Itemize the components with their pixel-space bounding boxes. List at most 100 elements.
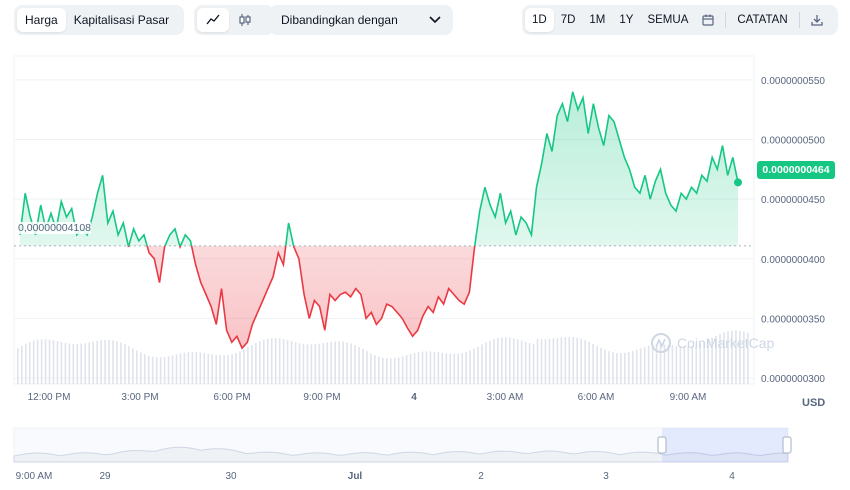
compare-dropdown[interactable]: Dibandingkan dengan — [269, 5, 453, 35]
volume-bar — [195, 351, 198, 384]
price-lines — [19, 91, 739, 350]
volume-bar — [231, 354, 233, 384]
volume-bar — [397, 357, 400, 384]
volume-bar — [199, 352, 202, 384]
navigator-handle-left[interactable] — [657, 436, 667, 454]
navigator-selection[interactable] — [662, 428, 788, 462]
volume-bar — [620, 353, 622, 384]
volume-bar — [433, 351, 436, 384]
volume-bar — [251, 345, 253, 384]
navigator-labels: 9:00 AM 29 30 Jul 2 3 4 — [16, 471, 736, 482]
volume-bar — [695, 344, 698, 384]
volume-bar — [358, 347, 360, 384]
volume-bar — [326, 342, 329, 384]
volume-bar — [227, 355, 229, 384]
time-navigator[interactable]: 9:00 AM 29 30 Jul 2 3 4 — [13, 427, 792, 482]
volume-bar — [453, 353, 456, 384]
range-1y[interactable]: 1Y — [619, 14, 634, 26]
volume-bar — [370, 353, 372, 384]
y-tick-label: 0.0000000550 — [761, 76, 825, 87]
volume-bar — [334, 341, 337, 384]
range-1d[interactable]: 1D — [525, 8, 554, 32]
volume-bar — [528, 342, 531, 384]
tab-harga[interactable]: Harga — [17, 8, 66, 32]
open-price-label: 0,00000004108 — [18, 222, 91, 234]
navigator-handle-right[interactable] — [782, 436, 792, 454]
volume-bar — [215, 354, 217, 384]
volume-bars — [17, 330, 749, 384]
volume-bar — [628, 352, 630, 384]
download-icon[interactable] — [804, 8, 830, 32]
volume-bar — [707, 339, 709, 384]
x-tick-label: 3:00 PM — [121, 392, 158, 403]
volume-bar — [155, 357, 158, 384]
volume-bar — [580, 338, 582, 384]
volume-bar — [262, 339, 265, 384]
price-area-fills — [20, 91, 738, 349]
volume-bar — [20, 345, 23, 384]
range-all[interactable]: SEMUA — [647, 14, 689, 26]
x-tick-label: 6:00 AM — [578, 392, 615, 403]
volume-bar — [683, 346, 686, 384]
volume-bar — [651, 345, 654, 384]
volume-bar — [223, 355, 225, 384]
volume-bar — [739, 330, 741, 384]
volume-bar — [552, 338, 555, 384]
volume-bar — [366, 351, 368, 384]
volume-bar — [330, 341, 333, 384]
notes-button[interactable]: CATATAN — [737, 14, 788, 26]
volume-bar — [409, 354, 412, 384]
volume-bar — [457, 353, 459, 384]
price-line-up — [19, 91, 739, 246]
volume-bar — [501, 337, 503, 384]
volume-bar — [88, 342, 91, 384]
volume-bar — [719, 334, 721, 384]
volume-bar — [540, 339, 543, 384]
volume-bar — [572, 337, 575, 384]
volume-bar — [104, 339, 106, 384]
volume-bar — [80, 343, 83, 384]
volume-bar — [350, 343, 352, 384]
volume-bar — [735, 330, 737, 384]
volume-bar — [481, 344, 483, 384]
range-1m[interactable]: 1M — [589, 14, 606, 26]
volume-bar — [139, 352, 142, 384]
volume-bar — [17, 348, 19, 384]
volume-bar — [576, 337, 579, 384]
navigator-label: 4 — [729, 471, 735, 482]
calendar-icon[interactable] — [695, 8, 721, 32]
volume-bar — [84, 343, 87, 384]
navigator-label: 3 — [603, 471, 609, 482]
navigator-label: 2 — [478, 471, 484, 482]
volume-bar — [171, 355, 174, 384]
volume-bar — [727, 331, 729, 384]
volume-bar — [270, 338, 273, 384]
volume-bar — [612, 352, 614, 384]
volume-bar — [711, 337, 713, 384]
line-chart-icon[interactable] — [197, 8, 229, 32]
volume-bar — [437, 352, 440, 384]
volume-bar — [298, 343, 301, 384]
volume-bar — [274, 338, 277, 384]
volume-bar — [556, 337, 559, 384]
volume-bar — [465, 351, 467, 384]
candlestick-icon[interactable] — [229, 8, 261, 32]
volume-bar — [124, 344, 126, 384]
volume-bar — [441, 352, 444, 384]
current-price-badge: 0.0000000464 — [757, 161, 835, 179]
x-tick-label: 4 — [411, 392, 417, 403]
volume-bar — [354, 345, 356, 384]
volume-bar — [667, 344, 670, 384]
volume-bar — [715, 335, 717, 384]
tab-market-cap[interactable]: Kapitalisasi Pasar — [73, 13, 170, 27]
range-7d[interactable]: 7D — [560, 14, 576, 26]
volume-bar — [136, 350, 138, 384]
volume-bar — [211, 354, 214, 384]
volume-bar — [282, 339, 285, 384]
volume-bar — [631, 351, 634, 384]
volume-bar — [132, 348, 134, 384]
volume-bar — [385, 358, 388, 384]
volume-bar — [116, 341, 118, 384]
volume-bar — [647, 345, 650, 384]
